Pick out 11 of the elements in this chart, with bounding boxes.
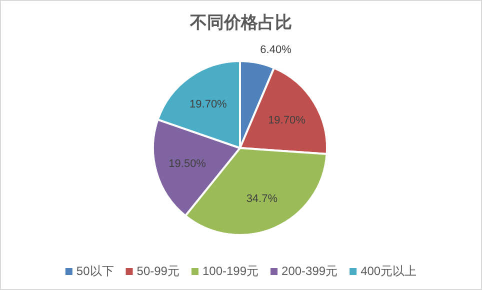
chart-title: 不同价格占比: [189, 13, 292, 32]
data-label: 6.40%: [260, 44, 292, 56]
legend-label: 100-199元: [202, 264, 259, 278]
data-label: 19.50%: [168, 158, 206, 170]
legend-label: 200-399元: [282, 264, 338, 278]
legend-label: 400元以上: [360, 264, 417, 278]
data-label: 19.70%: [190, 98, 228, 110]
data-label: 19.70%: [268, 114, 306, 126]
legend-label: 50-99元: [136, 264, 180, 278]
data-label: 34.7%: [246, 193, 278, 206]
legend-label: 50以下: [76, 264, 114, 278]
